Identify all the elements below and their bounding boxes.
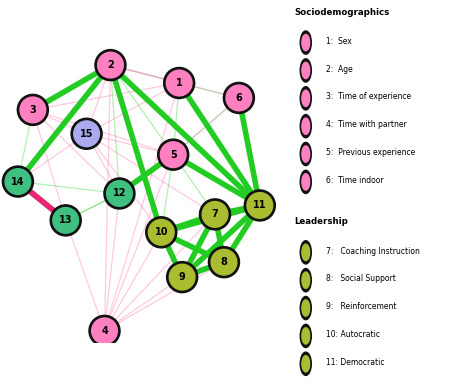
Circle shape (5, 169, 31, 194)
Text: 11: 11 (253, 200, 266, 211)
Circle shape (200, 199, 230, 230)
Circle shape (104, 178, 135, 209)
Circle shape (302, 328, 310, 344)
Circle shape (302, 62, 310, 79)
Text: 5:  Previous experience: 5: Previous experience (326, 148, 415, 157)
Text: 6: 6 (236, 93, 242, 103)
Circle shape (166, 70, 192, 96)
Text: 7: 7 (211, 209, 219, 219)
Circle shape (98, 52, 123, 78)
Circle shape (302, 300, 310, 316)
Circle shape (167, 262, 198, 293)
Text: 4: 4 (101, 326, 108, 336)
Circle shape (226, 85, 252, 111)
Circle shape (146, 217, 177, 248)
Circle shape (300, 324, 311, 348)
Circle shape (169, 264, 195, 290)
Text: 9:   Reinforcement: 9: Reinforcement (326, 302, 397, 311)
Circle shape (20, 97, 46, 123)
Circle shape (300, 352, 311, 375)
Text: 1:  Sex: 1: Sex (326, 37, 352, 46)
Text: 1: 1 (176, 78, 182, 88)
Circle shape (148, 219, 174, 245)
Circle shape (300, 241, 311, 264)
Text: 2: 2 (107, 60, 114, 70)
Text: 5: 5 (170, 150, 177, 160)
Circle shape (300, 142, 311, 166)
Text: 8:   Social Support: 8: Social Support (326, 274, 396, 283)
Circle shape (209, 247, 239, 278)
Circle shape (300, 87, 311, 110)
Text: 8: 8 (220, 257, 228, 267)
Text: Leadership: Leadership (295, 217, 348, 226)
Circle shape (50, 205, 81, 236)
Circle shape (300, 59, 311, 82)
Circle shape (74, 121, 100, 147)
Circle shape (202, 202, 228, 227)
Circle shape (302, 146, 310, 162)
Text: Sociodemographics: Sociodemographics (295, 8, 390, 17)
Text: 6:  Time indoor: 6: Time indoor (326, 176, 384, 185)
Circle shape (300, 115, 311, 138)
Circle shape (244, 190, 275, 221)
Text: 9: 9 (179, 272, 185, 282)
Circle shape (95, 50, 126, 80)
Text: 7:   Coaching Instruction: 7: Coaching Instruction (326, 247, 420, 255)
Circle shape (302, 34, 310, 51)
Circle shape (53, 207, 79, 233)
Text: 3: 3 (29, 105, 36, 115)
Circle shape (158, 139, 189, 170)
Circle shape (302, 174, 310, 190)
Text: 11: Democratic: 11: Democratic (326, 358, 384, 367)
Circle shape (91, 318, 118, 344)
Circle shape (302, 244, 310, 260)
Text: 10: Autocratic: 10: Autocratic (326, 330, 380, 339)
Circle shape (302, 272, 310, 288)
Circle shape (300, 170, 311, 194)
Circle shape (247, 193, 273, 218)
Circle shape (71, 118, 102, 149)
Circle shape (302, 118, 310, 134)
Circle shape (300, 31, 311, 54)
Text: 3:  Time of experience: 3: Time of experience (326, 92, 411, 101)
Circle shape (302, 90, 310, 106)
Circle shape (223, 82, 255, 113)
Text: 2:  Age: 2: Age (326, 65, 353, 74)
Circle shape (211, 249, 237, 275)
Text: 13: 13 (59, 216, 73, 225)
Text: 15: 15 (80, 129, 93, 139)
Text: 14: 14 (11, 176, 25, 187)
Circle shape (18, 94, 48, 125)
Circle shape (164, 67, 195, 99)
Circle shape (160, 142, 186, 168)
Circle shape (2, 166, 34, 197)
Circle shape (89, 315, 120, 346)
Circle shape (107, 181, 132, 206)
Text: 12: 12 (113, 188, 126, 199)
Circle shape (300, 296, 311, 320)
Circle shape (300, 269, 311, 292)
Circle shape (302, 356, 310, 372)
Text: 10: 10 (155, 227, 168, 237)
Text: 4:  Time with partner: 4: Time with partner (326, 120, 407, 129)
